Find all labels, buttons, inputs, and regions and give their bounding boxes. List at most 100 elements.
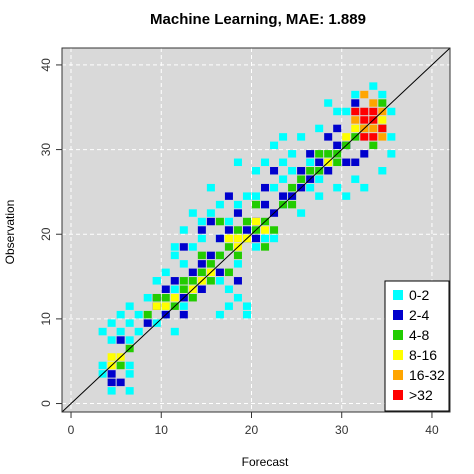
legend-box bbox=[384, 280, 450, 412]
heatmap-bin bbox=[188, 293, 197, 302]
heatmap-bin bbox=[261, 158, 270, 167]
heatmap-bin bbox=[197, 226, 206, 234]
heatmap-bin bbox=[270, 167, 279, 175]
heatmap-bin bbox=[315, 150, 324, 158]
heatmap-bin bbox=[197, 268, 206, 277]
heatmap-bin bbox=[378, 124, 387, 133]
heatmap-bin bbox=[224, 234, 233, 243]
heatmap-bin bbox=[242, 310, 251, 319]
legend-label: 2-4 bbox=[409, 307, 429, 323]
y-axis: 0 10 20 30 40 bbox=[39, 58, 62, 407]
heatmap-bin bbox=[197, 217, 206, 226]
heatmap-bin bbox=[351, 175, 360, 183]
heatmap-bin bbox=[360, 90, 369, 99]
heatmap-bin bbox=[215, 268, 224, 277]
heatmap-bin bbox=[224, 285, 233, 293]
y-axis-label: Observation bbox=[3, 200, 17, 265]
heatmap-bin bbox=[261, 243, 270, 251]
heatmap-bin bbox=[233, 277, 242, 285]
heatmap-bin bbox=[170, 327, 179, 336]
heatmap-bin bbox=[242, 217, 251, 226]
y-tick-label: 0 bbox=[39, 400, 53, 407]
heatmap-bin bbox=[98, 327, 107, 336]
heatmap-bin bbox=[116, 336, 125, 344]
heatmap-bin bbox=[107, 353, 116, 361]
heatmap-bin bbox=[215, 234, 224, 243]
heatmap-bin bbox=[233, 260, 242, 268]
x-tick-label: 30 bbox=[335, 423, 349, 437]
x-axis: 0 10 20 30 40 bbox=[68, 412, 439, 437]
heatmap-bin bbox=[270, 141, 279, 150]
heatmap-bin bbox=[360, 107, 369, 116]
heatmap-bin bbox=[188, 209, 197, 217]
heatmap-bin bbox=[161, 293, 170, 302]
y-tick-label: 40 bbox=[39, 58, 53, 72]
heatmap-bin bbox=[152, 302, 161, 310]
heatmap-bin bbox=[306, 158, 315, 167]
heatmap-bin bbox=[206, 260, 215, 268]
heatmap-bin bbox=[224, 217, 233, 226]
heatmap-bin bbox=[224, 268, 233, 277]
heatmap-bin bbox=[288, 200, 297, 209]
reference-line bbox=[61, 47, 451, 413]
heatmap-bin bbox=[170, 285, 179, 293]
heatmap-bin bbox=[179, 285, 188, 293]
heatmap-bin bbox=[297, 175, 306, 183]
heatmap-bin bbox=[179, 302, 188, 310]
heatmap-bin bbox=[297, 209, 306, 217]
heatmap-bin bbox=[242, 192, 251, 200]
heatmap-bin bbox=[261, 226, 270, 234]
legend-label: 8-16 bbox=[409, 347, 437, 363]
heatmap-bin bbox=[251, 243, 261, 251]
heatmap-bin bbox=[251, 192, 261, 200]
heatmap-bin bbox=[125, 370, 134, 378]
heatmap-bin bbox=[188, 277, 197, 285]
heatmap-bin bbox=[134, 310, 143, 319]
x-tick-label: 10 bbox=[155, 423, 169, 437]
heatmap-bin bbox=[315, 192, 324, 200]
heatmap-bin bbox=[342, 107, 351, 116]
heatmap-bin bbox=[116, 310, 125, 319]
heatmap-bin bbox=[378, 133, 387, 141]
heatmap-bin bbox=[206, 217, 215, 226]
heatmap-bin bbox=[279, 175, 288, 183]
heatmap-bin bbox=[261, 200, 270, 209]
heatmap-bin bbox=[369, 99, 378, 107]
heatmap-bin bbox=[170, 251, 179, 260]
heatmap-bin bbox=[233, 251, 242, 260]
heatmap-bin bbox=[387, 133, 396, 141]
heatmap-bin bbox=[215, 200, 224, 209]
heatmap-bin bbox=[197, 234, 206, 243]
heatmap-bin bbox=[206, 183, 215, 192]
heatmap-bin bbox=[315, 158, 324, 167]
heatmap-bin bbox=[143, 310, 152, 319]
heatmap-bin bbox=[360, 183, 369, 192]
legend-label: >32 bbox=[409, 387, 433, 403]
heatmap-bin bbox=[125, 302, 134, 310]
heatmap-bin bbox=[333, 107, 342, 116]
heatmap-bin bbox=[206, 251, 215, 260]
heatmap-bin bbox=[179, 260, 188, 268]
heatmap-bin bbox=[107, 319, 116, 327]
heatmap-bin bbox=[224, 226, 233, 234]
heatmap-bin bbox=[170, 243, 179, 251]
heatmap-bin bbox=[161, 268, 170, 277]
heatmap-bin bbox=[242, 226, 251, 234]
heatmap-bin bbox=[378, 116, 387, 124]
legend-label: 0-2 bbox=[409, 287, 429, 303]
heatmap-bin bbox=[233, 158, 242, 167]
heatmap-bin bbox=[161, 285, 170, 293]
plot-border bbox=[61, 47, 451, 413]
heatmap-bin bbox=[125, 361, 134, 370]
x-tick-label: 20 bbox=[245, 423, 259, 437]
heatmap-bin bbox=[143, 293, 152, 302]
heatmap-bin bbox=[233, 209, 242, 217]
heatmap-bin bbox=[197, 260, 206, 268]
heatmap-bin bbox=[224, 192, 233, 200]
heatmap-bin bbox=[107, 378, 116, 387]
heatmap-bin bbox=[270, 226, 279, 234]
heatmap-bin bbox=[179, 277, 188, 285]
legend-swatch bbox=[393, 370, 403, 380]
legend-swatch bbox=[393, 310, 403, 320]
